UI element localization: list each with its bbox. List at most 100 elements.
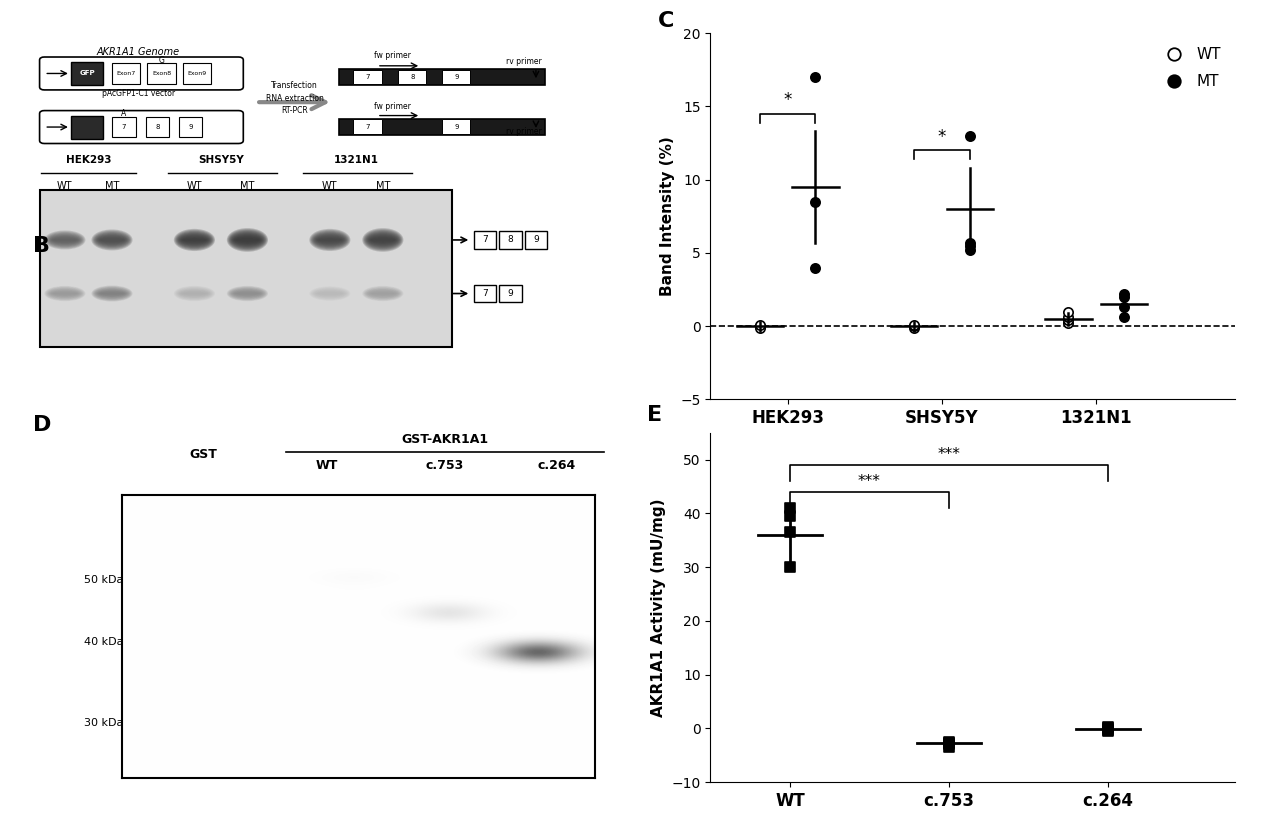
Legend: WT, MT: WT, MT (1153, 41, 1228, 96)
Point (1059, 305, 1079, 318)
Ellipse shape (228, 229, 268, 250)
Ellipse shape (95, 233, 129, 247)
Point (1098, 725, 1119, 738)
Text: GST-AKR1A1: GST-AKR1A1 (401, 433, 488, 447)
Point (1114, 290, 1134, 304)
Ellipse shape (232, 234, 262, 246)
Text: rv primer: rv primer (506, 57, 541, 66)
Point (750, 319, 771, 333)
Bar (147, 63, 175, 84)
Text: Exon8: Exon8 (152, 71, 172, 76)
Text: E: E (648, 404, 663, 424)
Point (1059, 314, 1079, 327)
Text: WT: WT (58, 181, 73, 191)
Bar (339, 69, 545, 85)
Ellipse shape (96, 235, 128, 245)
Text: 7: 7 (122, 124, 125, 130)
Point (904, 318, 924, 331)
Ellipse shape (365, 231, 401, 249)
Text: 9: 9 (454, 124, 458, 130)
Ellipse shape (97, 235, 127, 245)
Ellipse shape (314, 234, 347, 246)
Text: ***: *** (937, 448, 960, 463)
Bar (70, 62, 104, 85)
Text: WT: WT (323, 181, 338, 191)
Bar (525, 231, 547, 249)
Ellipse shape (179, 235, 210, 245)
Bar (353, 119, 381, 134)
Point (805, 71, 826, 84)
Text: G: G (159, 56, 164, 65)
Text: *: * (938, 128, 946, 146)
Y-axis label: Band Intensity (%): Band Intensity (%) (659, 136, 675, 296)
Ellipse shape (312, 232, 347, 247)
Text: rv primer: rv primer (506, 127, 541, 136)
Ellipse shape (50, 235, 81, 245)
Text: GST: GST (189, 448, 218, 461)
Text: WT: WT (316, 459, 338, 473)
Ellipse shape (178, 234, 211, 246)
Bar (442, 70, 470, 84)
Ellipse shape (177, 232, 211, 247)
Ellipse shape (362, 228, 403, 252)
Point (1114, 310, 1134, 324)
Point (1098, 721, 1119, 734)
Point (904, 319, 924, 333)
Text: MT: MT (375, 181, 390, 191)
Text: C: C (658, 12, 675, 32)
Text: 9: 9 (508, 289, 513, 298)
Ellipse shape (45, 231, 84, 249)
Point (780, 501, 800, 514)
Point (1098, 723, 1119, 736)
Ellipse shape (49, 235, 82, 245)
Ellipse shape (312, 231, 348, 248)
Ellipse shape (175, 230, 214, 250)
Ellipse shape (229, 230, 266, 250)
Text: fw primer: fw primer (374, 51, 411, 60)
Ellipse shape (47, 234, 82, 246)
Text: B: B (32, 236, 50, 256)
Text: 9: 9 (188, 124, 192, 130)
Text: 7: 7 (483, 235, 488, 245)
Ellipse shape (45, 230, 86, 250)
Text: 7: 7 (366, 74, 370, 80)
Point (805, 195, 826, 208)
Ellipse shape (311, 230, 348, 250)
Text: HEK293: HEK293 (65, 156, 111, 166)
Point (1114, 287, 1134, 300)
Text: pAcGFP1-C1 vector: pAcGFP1-C1 vector (102, 89, 175, 98)
Point (960, 129, 980, 142)
Ellipse shape (366, 233, 399, 247)
Text: c.753: c.753 (425, 459, 463, 473)
Ellipse shape (92, 286, 132, 301)
Ellipse shape (46, 232, 83, 248)
Ellipse shape (174, 229, 215, 251)
Bar (183, 63, 211, 84)
Point (780, 509, 800, 522)
Point (805, 261, 826, 275)
FancyBboxPatch shape (40, 111, 243, 143)
Bar (339, 119, 545, 135)
Point (1114, 300, 1134, 314)
Bar (70, 116, 104, 138)
Ellipse shape (91, 230, 133, 250)
Bar (113, 63, 141, 84)
Text: MT: MT (105, 181, 119, 191)
Ellipse shape (369, 235, 397, 244)
Ellipse shape (180, 236, 209, 244)
Point (938, 735, 959, 749)
Text: WT: WT (187, 181, 202, 191)
Ellipse shape (227, 228, 268, 252)
Text: 7: 7 (483, 289, 488, 298)
Text: 9: 9 (532, 235, 539, 245)
Text: 8: 8 (410, 74, 415, 80)
Bar (398, 70, 426, 84)
Ellipse shape (364, 229, 403, 250)
Text: A: A (122, 109, 127, 118)
Ellipse shape (310, 229, 351, 251)
Y-axis label: AKR1A1 Activity (mU/mg): AKR1A1 Activity (mU/mg) (650, 498, 666, 716)
Text: 7: 7 (366, 124, 370, 130)
Ellipse shape (228, 286, 268, 300)
Ellipse shape (93, 287, 131, 300)
Bar (146, 116, 169, 137)
